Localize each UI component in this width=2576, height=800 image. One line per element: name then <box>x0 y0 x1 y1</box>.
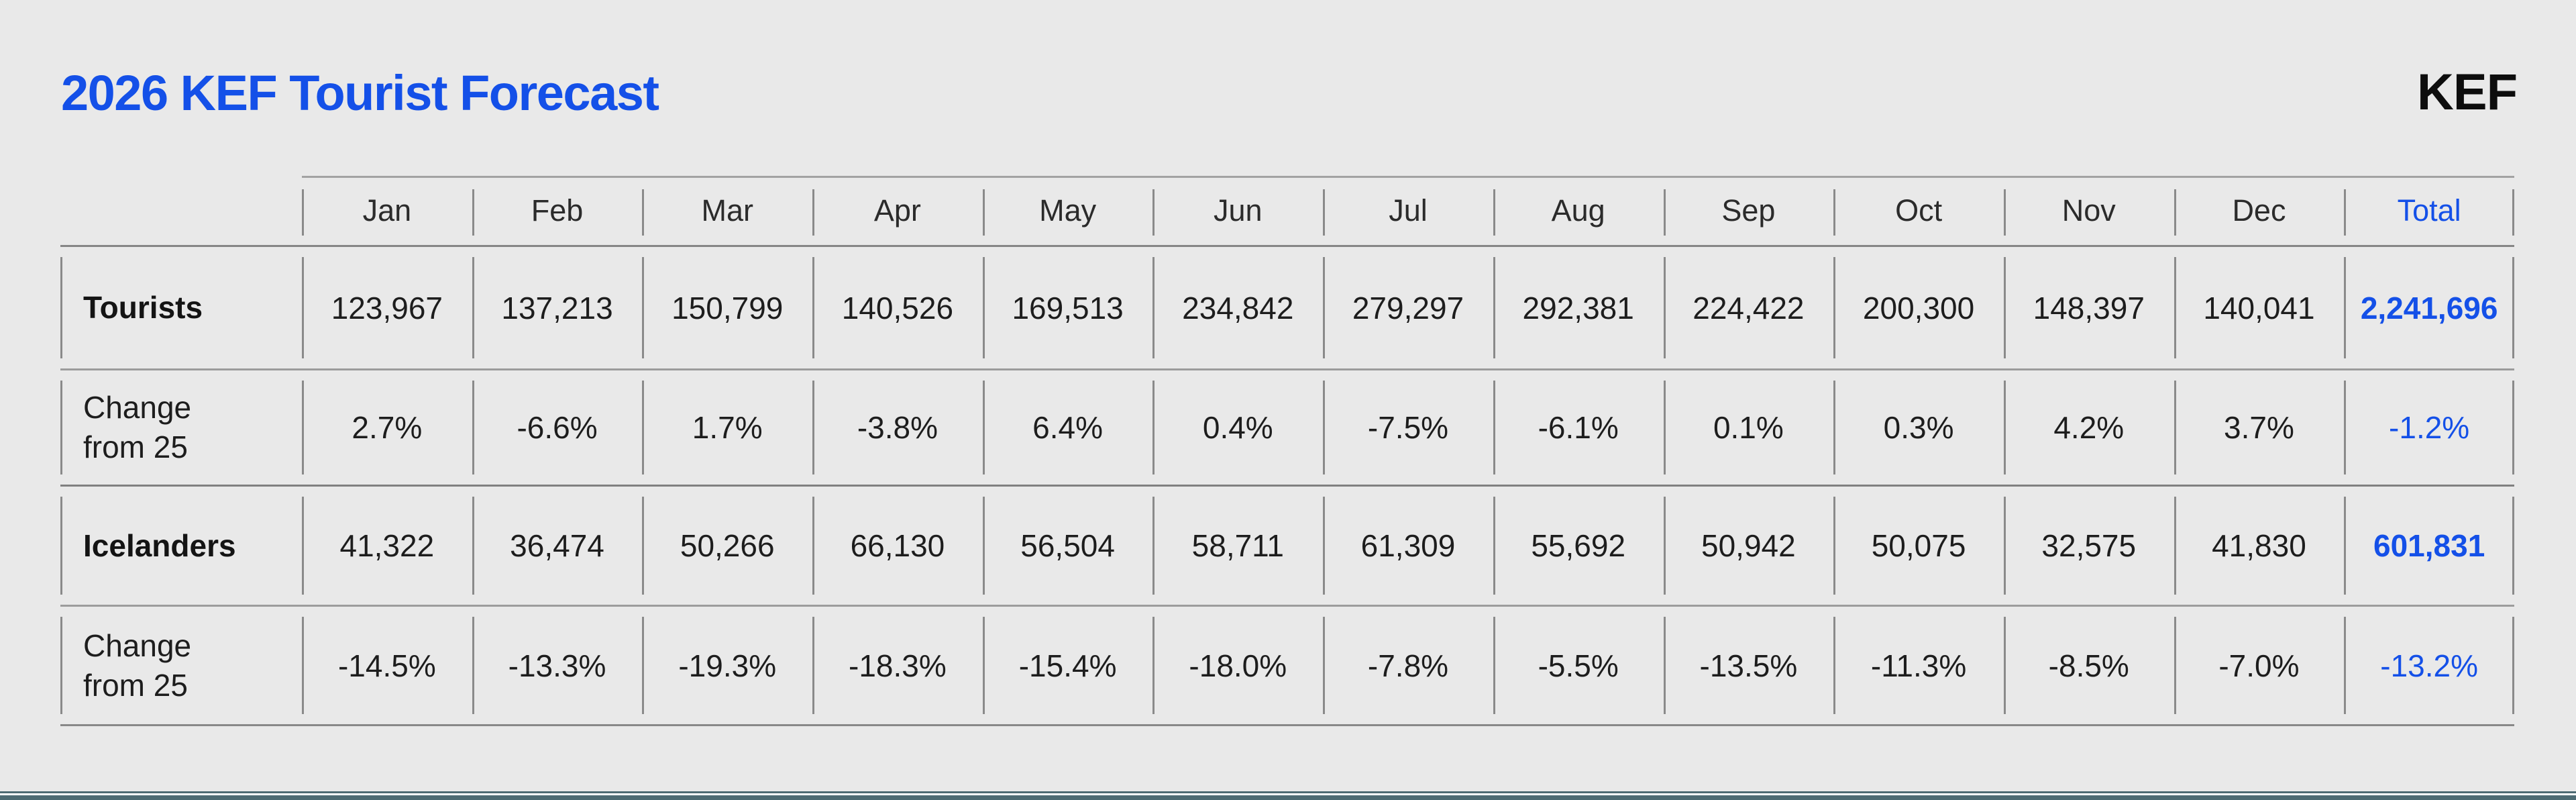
table-row-tourists: Tourists 123,967 137,213 150,799 140,526… <box>60 247 2514 370</box>
table-cell: -14.5% <box>302 607 472 724</box>
table-cell: 0.3% <box>1833 370 2004 485</box>
col-header-aug: Aug <box>1493 176 1664 245</box>
table-cell: 41,322 <box>302 487 472 605</box>
table-cell: 55,692 <box>1493 487 1664 605</box>
row-label-tourists-change: Change from 25 <box>60 370 302 485</box>
table-cell: 0.1% <box>1663 370 1834 485</box>
table-cell: 50,075 <box>1833 487 2004 605</box>
table-cell: -15.4% <box>982 607 1153 724</box>
table-cell: -7.5% <box>1323 370 1493 485</box>
col-header-oct: Oct <box>1833 176 2004 245</box>
table-cell: 3.7% <box>2174 370 2345 485</box>
row-label-icelanders: Icelanders <box>60 487 302 605</box>
table-cell: 234,842 <box>1152 247 1323 368</box>
total-cell: -13.2% <box>2344 607 2514 724</box>
table-cell: 4.2% <box>2003 370 2174 485</box>
table-cell: 66,130 <box>812 487 983 605</box>
row-label-text: Tourists <box>83 290 203 326</box>
table-cell: 6.4% <box>982 370 1153 485</box>
col-header-nov: Nov <box>2003 176 2174 245</box>
table-cell: 148,397 <box>2003 247 2174 368</box>
table-cell: 61,309 <box>1323 487 1493 605</box>
col-header-dec: Dec <box>2174 176 2345 245</box>
table-cell: -19.3% <box>642 607 812 724</box>
col-header-may: May <box>982 176 1153 245</box>
table-cell: -13.5% <box>1663 607 1834 724</box>
page-title: 2026 KEF Tourist Forecast <box>61 65 659 121</box>
table-cell: 41,830 <box>2174 487 2345 605</box>
table-cell: -8.5% <box>2003 607 2174 724</box>
footer-bar <box>0 791 2576 800</box>
table-cell: -18.3% <box>812 607 983 724</box>
table-cell: 200,300 <box>1833 247 2004 368</box>
table-cell: -18.0% <box>1152 607 1323 724</box>
row-label-text: Change from 25 <box>83 628 192 703</box>
table-cell: -3.8% <box>812 370 983 485</box>
kef-logo: KEF <box>2417 64 2518 121</box>
table-cell: 140,041 <box>2174 247 2345 368</box>
table-cell: 1.7% <box>642 370 812 485</box>
table-cell: 50,266 <box>642 487 812 605</box>
col-header-jan: Jan <box>302 176 472 245</box>
table-corner-cell <box>60 176 302 245</box>
row-label-icelanders-change: Change from 25 <box>60 607 302 724</box>
col-header-mar: Mar <box>642 176 812 245</box>
row-label-tourists: Tourists <box>60 247 302 368</box>
table-row-icelanders: Icelanders 41,322 36,474 50,266 66,130 5… <box>60 487 2514 607</box>
col-header-sep: Sep <box>1663 176 1834 245</box>
table-cell: 137,213 <box>472 247 643 368</box>
table-cell: 150,799 <box>642 247 812 368</box>
table-cell: -13.3% <box>472 607 643 724</box>
table-cell: -11.3% <box>1833 607 2004 724</box>
table-cell: -7.0% <box>2174 607 2345 724</box>
table-cell: 2.7% <box>302 370 472 485</box>
table-row-icelanders-change: Change from 25 -14.5% -13.3% -19.3% -18.… <box>60 607 2514 726</box>
col-header-jul: Jul <box>1323 176 1493 245</box>
table-cell: 123,967 <box>302 247 472 368</box>
col-header-apr: Apr <box>812 176 983 245</box>
total-cell: 2,241,696 <box>2344 247 2514 368</box>
table-cell: 224,422 <box>1663 247 1834 368</box>
table-cell: 58,711 <box>1152 487 1323 605</box>
table-cell: 169,513 <box>982 247 1153 368</box>
total-cell: -1.2% <box>2344 370 2514 485</box>
row-label-text: Icelanders <box>83 528 236 563</box>
table-row-tourists-change: Change from 25 2.7% -6.6% 1.7% -3.8% 6.4… <box>60 370 2514 487</box>
table-cell: -7.8% <box>1323 607 1493 724</box>
table-cell: 0.4% <box>1152 370 1323 485</box>
row-label-text: Change from 25 <box>83 390 192 464</box>
forecast-table: Jan Feb Mar Apr May Jun Jul Aug Sep Oct … <box>60 176 2514 726</box>
table-cell: 36,474 <box>472 487 643 605</box>
table-header-row: Jan Feb Mar Apr May Jun Jul Aug Sep Oct … <box>60 176 2514 247</box>
table-cell: 32,575 <box>2003 487 2174 605</box>
table-cell: -6.1% <box>1493 370 1664 485</box>
table-cell: 140,526 <box>812 247 983 368</box>
col-header-feb: Feb <box>472 176 643 245</box>
table-cell: 50,942 <box>1663 487 1834 605</box>
col-header-jun: Jun <box>1152 176 1323 245</box>
table-cell: -6.6% <box>472 370 643 485</box>
total-cell: 601,831 <box>2344 487 2514 605</box>
table-cell: -5.5% <box>1493 607 1664 724</box>
table-cell: 279,297 <box>1323 247 1493 368</box>
col-header-total: Total <box>2344 176 2514 245</box>
table-top-border <box>302 176 2514 178</box>
table-cell: 56,504 <box>982 487 1153 605</box>
table-cell: 292,381 <box>1493 247 1664 368</box>
